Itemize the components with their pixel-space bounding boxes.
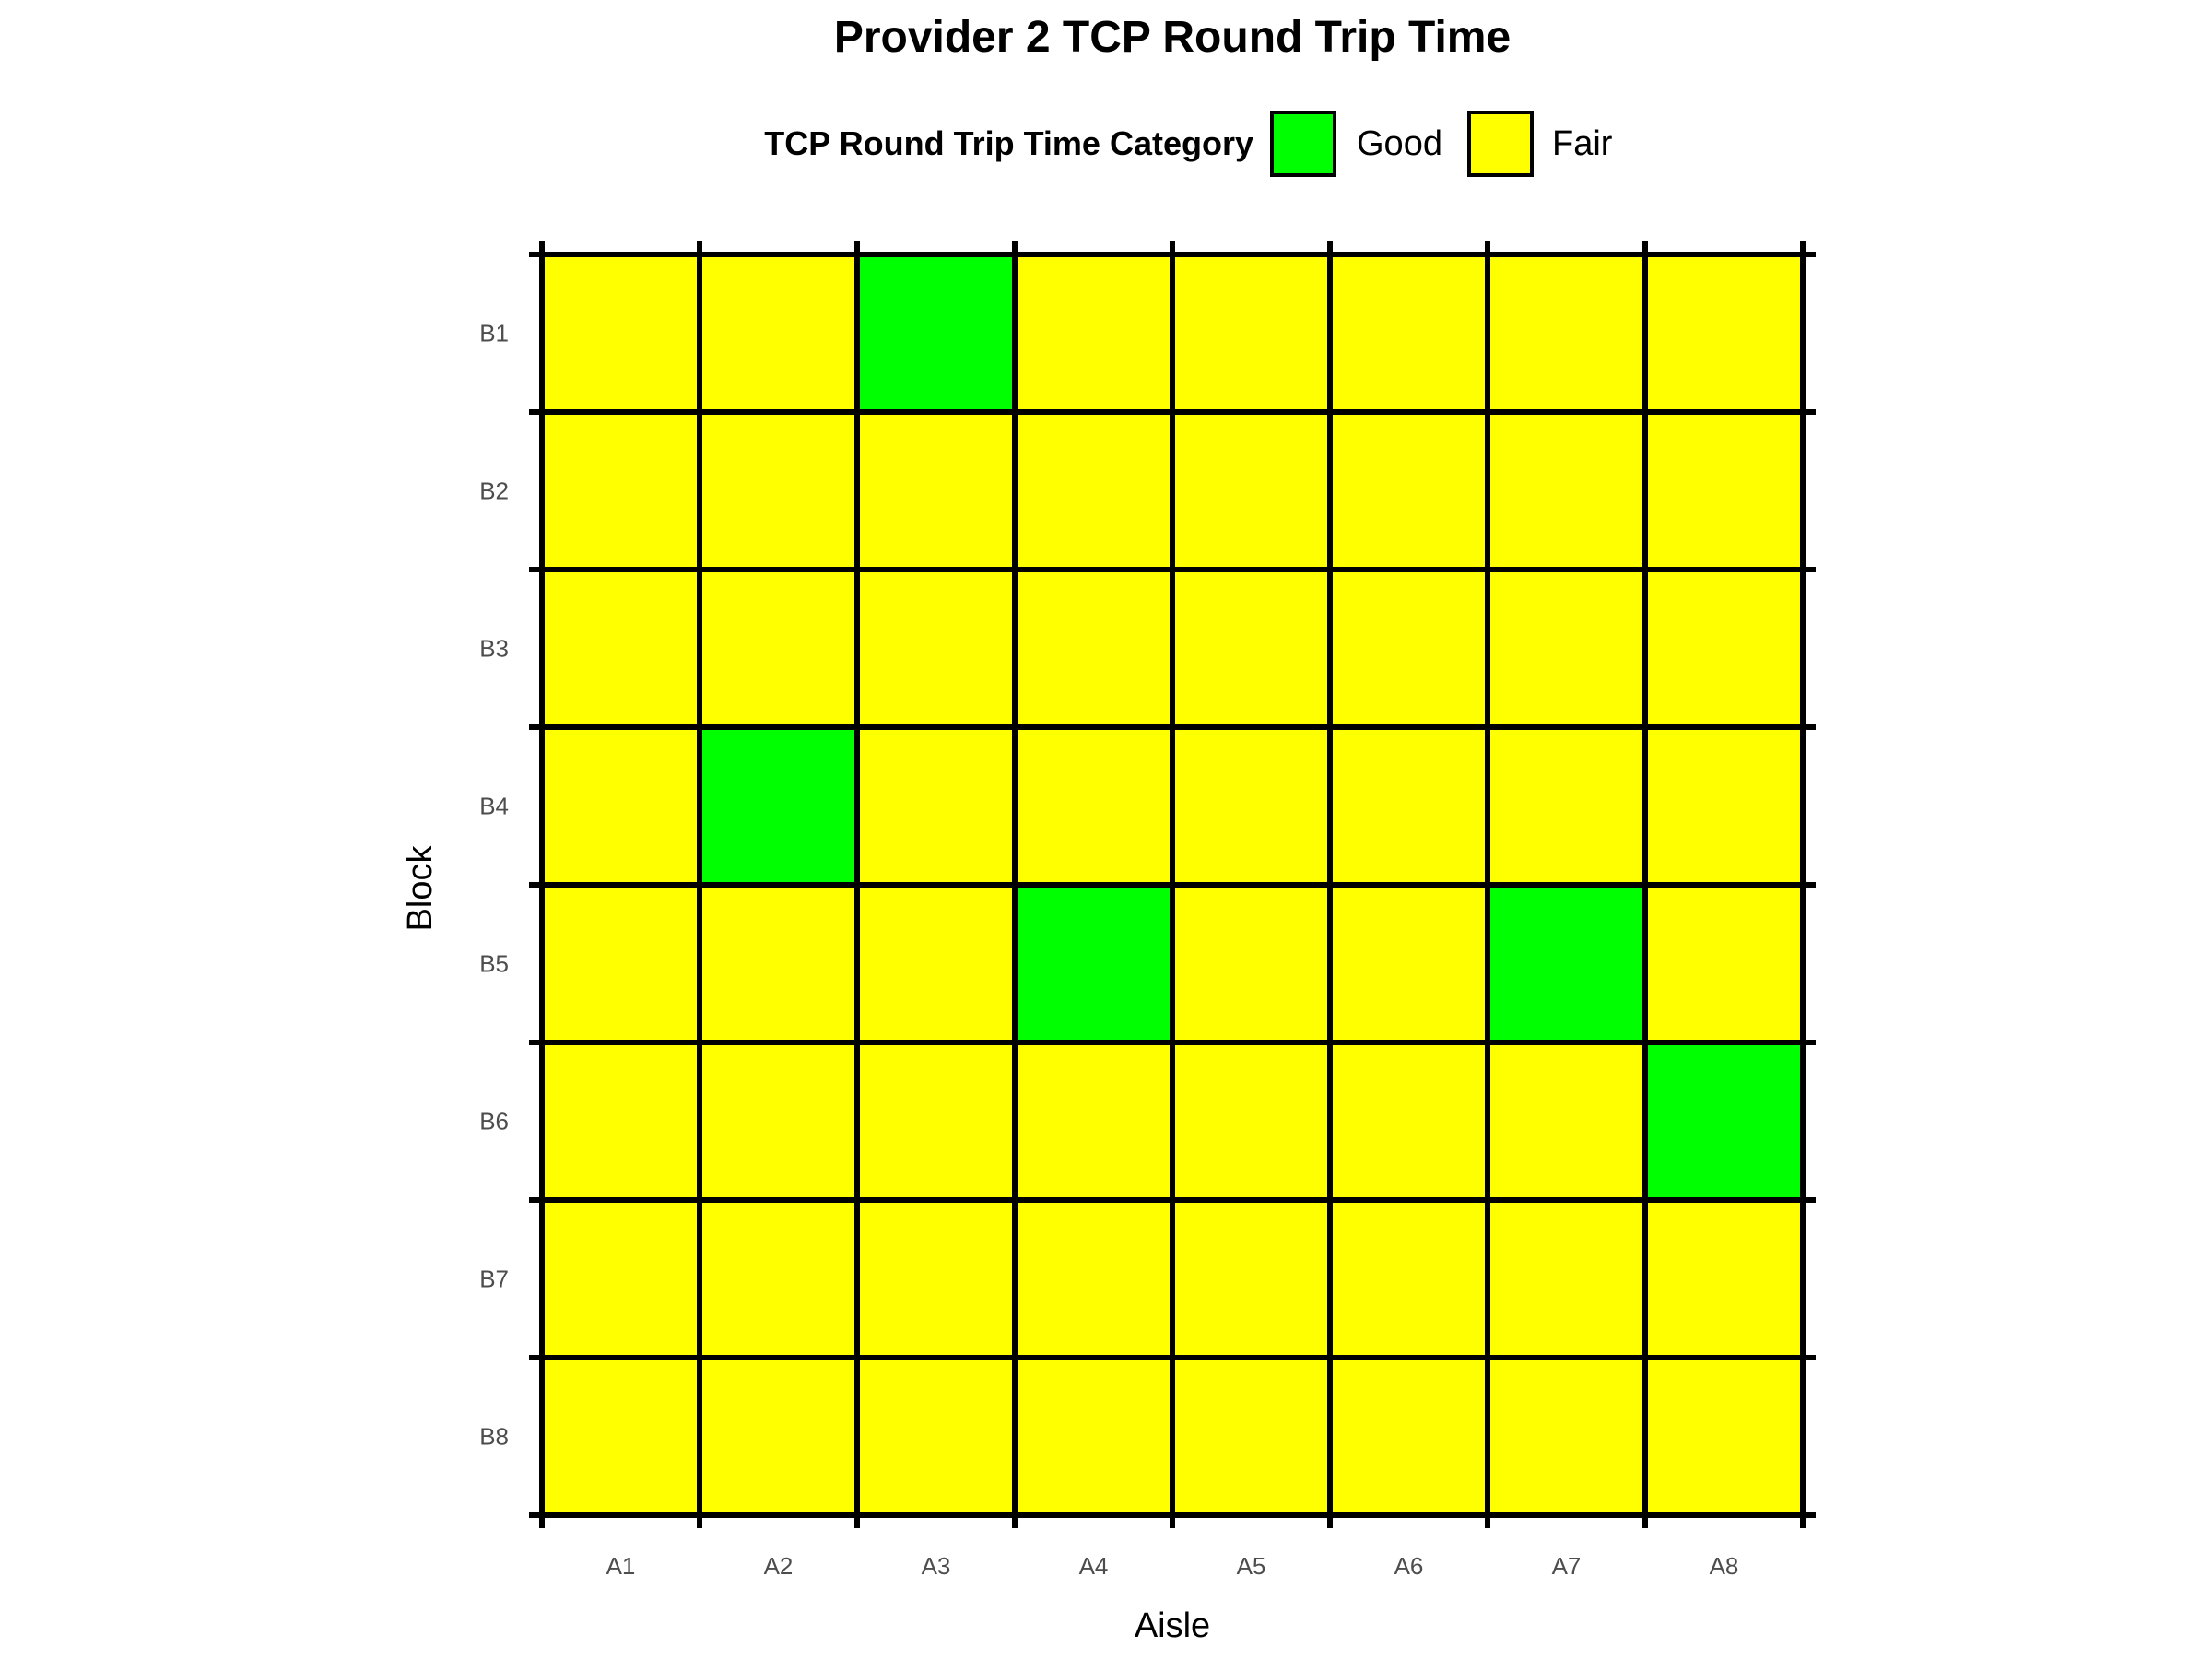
cell-B2-A3	[857, 412, 1015, 570]
cell-B3-A4	[1015, 570, 1172, 727]
cell-B4-A6	[1330, 727, 1488, 885]
cell-B8-A2	[700, 1358, 857, 1515]
y-tick-label: B4	[479, 793, 509, 820]
cell-B7-A6	[1330, 1200, 1488, 1358]
cell-B6-A7	[1488, 1042, 1645, 1200]
cell-B4-A4	[1015, 727, 1172, 885]
cell-B6-A6	[1330, 1042, 1488, 1200]
cell-B4-A3	[857, 727, 1015, 885]
cell-B1-A7	[1488, 254, 1645, 412]
x-tick-label: A5	[1237, 1552, 1266, 1580]
cell-B2-A8	[1645, 412, 1803, 570]
cell-B7-A4	[1015, 1200, 1172, 1358]
cell-B8-A3	[857, 1358, 1015, 1515]
x-tick-label: A7	[1552, 1552, 1582, 1580]
x-axis-ticks: A1 A2 A3 A4 A5 A6 A7 A8	[606, 1552, 1739, 1580]
x-axis-label: Aisle	[1135, 1606, 1210, 1645]
legend-label-fair: Fair	[1552, 124, 1613, 163]
cell-B1-A5	[1172, 254, 1330, 412]
y-tick-label: B7	[479, 1265, 509, 1293]
cell-B5-A8	[1645, 885, 1803, 1042]
cell-B6-A3	[857, 1042, 1015, 1200]
cell-B5-A6	[1330, 885, 1488, 1042]
cell-B3-A2	[700, 570, 857, 727]
y-axis-label: Block	[401, 845, 440, 932]
cell-B8-A5	[1172, 1358, 1330, 1515]
legend: TCP Round Trip Time Category Good Fair	[764, 111, 1613, 177]
cell-B2-A4	[1015, 412, 1172, 570]
y-axis-ticks: B1 B2 B3 B4 B5 B6 B7 B8	[479, 320, 509, 1451]
cell-B6-A1	[542, 1042, 700, 1200]
cell-B1-A8	[1645, 254, 1803, 412]
cell-B8-A7	[1488, 1358, 1645, 1515]
cell-B6-A2	[700, 1042, 857, 1200]
legend-swatch-good	[1270, 111, 1336, 177]
heatmap-cells	[542, 254, 1803, 1515]
x-tick-label: A8	[1710, 1552, 1739, 1580]
cell-B4-A5	[1172, 727, 1330, 885]
cell-B3-A3	[857, 570, 1015, 727]
x-tick-label: A3	[922, 1552, 951, 1580]
cell-B1-A6	[1330, 254, 1488, 412]
chart-title: Provider 2 TCP Round Trip Time	[834, 13, 1511, 62]
cell-B2-A7	[1488, 412, 1645, 570]
cell-B2-A6	[1330, 412, 1488, 570]
cell-B2-A1	[542, 412, 700, 570]
cell-B7-A3	[857, 1200, 1015, 1358]
x-tick-label: A6	[1394, 1552, 1424, 1580]
legend-label-good: Good	[1357, 124, 1442, 163]
cell-B6-A8	[1645, 1042, 1803, 1200]
cell-B1-A1	[542, 254, 700, 412]
cell-B8-A1	[542, 1358, 700, 1515]
cell-B1-A3	[857, 254, 1015, 412]
cell-B8-A4	[1015, 1358, 1172, 1515]
cell-B8-A8	[1645, 1358, 1803, 1515]
cell-B2-A5	[1172, 412, 1330, 570]
x-tick-label: A1	[606, 1552, 636, 1580]
cell-B7-A2	[700, 1200, 857, 1358]
cell-B3-A5	[1172, 570, 1330, 727]
cell-B5-A1	[542, 885, 700, 1042]
x-tick-label: A2	[764, 1552, 794, 1580]
cell-B3-A8	[1645, 570, 1803, 727]
cell-B6-A5	[1172, 1042, 1330, 1200]
cell-B4-A8	[1645, 727, 1803, 885]
cell-B3-A6	[1330, 570, 1488, 727]
cell-B7-A5	[1172, 1200, 1330, 1358]
cell-B4-A7	[1488, 727, 1645, 885]
y-tick-label: B6	[479, 1108, 509, 1135]
cell-B7-A1	[542, 1200, 700, 1358]
y-tick-label: B8	[479, 1423, 509, 1451]
cell-B1-A2	[700, 254, 857, 412]
cell-B4-A1	[542, 727, 700, 885]
y-tick-label: B3	[479, 635, 509, 663]
grid-lines	[529, 241, 1816, 1528]
cell-B7-A8	[1645, 1200, 1803, 1358]
cell-B5-A7	[1488, 885, 1645, 1042]
legend-title: TCP Round Trip Time Category	[764, 124, 1253, 162]
cell-B6-A4	[1015, 1042, 1172, 1200]
cell-B5-A4	[1015, 885, 1172, 1042]
cell-B3-A7	[1488, 570, 1645, 727]
cell-B5-A3	[857, 885, 1015, 1042]
y-tick-label: B2	[479, 477, 509, 505]
cell-B4-A2	[700, 727, 857, 885]
y-tick-label: B1	[479, 320, 509, 347]
cell-B1-A4	[1015, 254, 1172, 412]
cell-B5-A5	[1172, 885, 1330, 1042]
cell-B3-A1	[542, 570, 700, 727]
y-tick-label: B5	[479, 950, 509, 978]
cell-B5-A2	[700, 885, 857, 1042]
cell-B8-A6	[1330, 1358, 1488, 1515]
x-tick-label: A4	[1079, 1552, 1109, 1580]
cell-B7-A7	[1488, 1200, 1645, 1358]
legend-swatch-fair	[1467, 111, 1534, 177]
cell-B2-A2	[700, 412, 857, 570]
